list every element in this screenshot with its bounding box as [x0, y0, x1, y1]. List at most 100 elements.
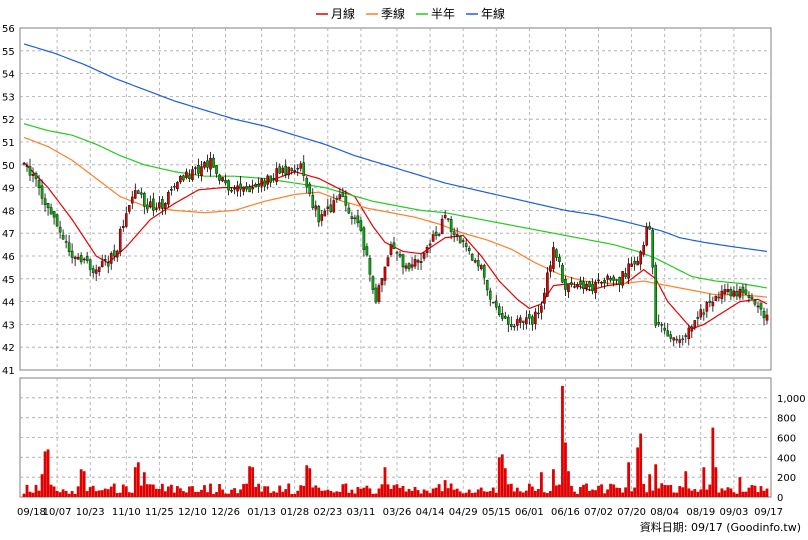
legend-label-1: 季線 [381, 6, 405, 21]
candle-body [416, 260, 420, 263]
volume-bar [434, 487, 438, 497]
candle-body [413, 258, 417, 267]
volume-bar [188, 486, 191, 497]
volume-bar [720, 488, 724, 497]
candle-body [43, 198, 47, 205]
volume-bar [419, 493, 423, 497]
candle-body [109, 253, 113, 264]
candle-body [251, 186, 254, 190]
candle-body [470, 253, 474, 261]
candle-body [242, 186, 245, 192]
candle-body [149, 201, 152, 208]
candle-body [94, 269, 98, 274]
candle-body [482, 264, 486, 278]
candle-body [146, 204, 149, 210]
candle-body [485, 280, 489, 291]
volume-bar [157, 489, 161, 497]
volume-bar [76, 486, 80, 497]
candle-body [170, 189, 173, 191]
candle-body [245, 186, 248, 190]
volume-bar [651, 490, 655, 497]
volume-bar [494, 492, 498, 497]
price-tick-label: 54 [2, 70, 15, 81]
candle-body [314, 205, 318, 210]
volume-bar [509, 483, 513, 497]
candle-body [209, 157, 212, 170]
price-tick-label: 52 [2, 115, 15, 126]
candle-body [197, 164, 200, 174]
candle-body [118, 228, 122, 252]
candle-body [627, 263, 630, 279]
candle-body [338, 194, 342, 199]
volume-bar [576, 493, 579, 497]
candle-body [549, 265, 552, 272]
candle-body [567, 284, 570, 293]
volume-bar [606, 489, 609, 497]
candle-body [121, 225, 125, 228]
volume-bar [597, 485, 600, 497]
volume-bar [305, 465, 309, 497]
volume-bar [233, 488, 236, 497]
volume-bar [636, 447, 640, 497]
volume-bar [136, 462, 140, 497]
volume-bar [717, 492, 721, 497]
volume-bar [488, 491, 492, 497]
price-tick-label: 48 [2, 206, 15, 217]
volume-bar [118, 492, 122, 497]
volume-bar [714, 467, 718, 497]
volume-bar [103, 488, 107, 497]
candle-body [203, 161, 206, 168]
candle-body [639, 251, 642, 265]
candle-body [663, 327, 667, 331]
volume-bar [702, 467, 706, 497]
volume-bar [374, 493, 378, 497]
candle-body [91, 268, 95, 273]
volume-bar [317, 487, 321, 497]
candle-body [759, 302, 763, 310]
volume-tick-label: 800 [777, 414, 796, 425]
candle-body [708, 300, 712, 303]
date-tick-label: 06/16 [551, 507, 580, 518]
candle-body [218, 174, 221, 181]
volume-tick-label: 1,000 [777, 394, 806, 405]
volume-bar [621, 492, 625, 497]
volume-bar [55, 490, 59, 497]
candle-body [299, 163, 303, 169]
volume-bar [530, 486, 534, 497]
candle-body [221, 177, 224, 182]
candle-body [606, 275, 609, 280]
volume-bar [206, 492, 209, 497]
volume-bar [154, 488, 158, 497]
date-tick-label: 12/10 [178, 507, 207, 518]
volume-bar [326, 489, 330, 497]
candle-body [130, 196, 134, 204]
volume-bar [194, 491, 197, 497]
candle-body [103, 259, 107, 261]
volume-bar [464, 492, 468, 497]
volume-bar [428, 493, 432, 497]
date-tick-label: 09/03 [719, 507, 748, 518]
candle-body [323, 210, 327, 217]
candle-body [31, 174, 35, 176]
volume-bar [79, 469, 83, 497]
candle-body [332, 200, 336, 213]
candle-body [152, 198, 155, 211]
candle-body [476, 260, 480, 267]
date-tick-label: 11/10 [112, 507, 141, 518]
volume-bar [299, 485, 303, 497]
candle-body [76, 256, 80, 260]
candle-body [711, 301, 715, 307]
volume-bar [245, 483, 248, 497]
volume-bar [630, 491, 634, 497]
candle-body [624, 273, 627, 278]
volume-bar [669, 484, 673, 497]
candle-body [185, 171, 188, 178]
volume-bar [666, 485, 670, 497]
volume-bar [185, 492, 188, 497]
candle-body [176, 181, 179, 190]
candle-body [127, 205, 131, 212]
volume-bar [398, 487, 402, 497]
candle-body [37, 180, 41, 189]
candle-body [591, 283, 594, 292]
volume-bar [37, 490, 41, 497]
